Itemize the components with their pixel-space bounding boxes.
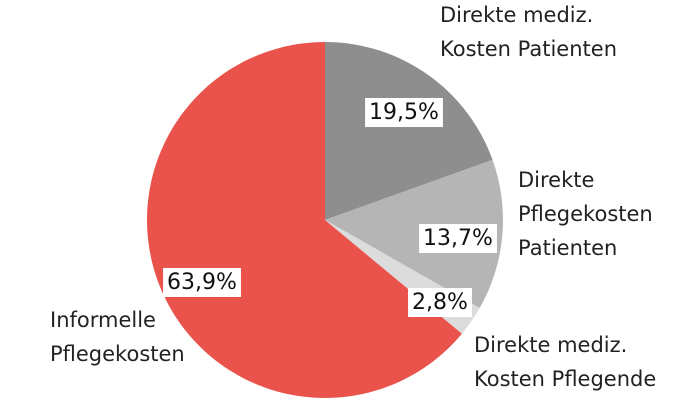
category-label-line: Direkte mediz. (440, 3, 593, 27)
value-label-box (163, 268, 241, 297)
value-label: 13,7% (423, 226, 493, 251)
pie-slice (147, 42, 462, 398)
value-label: 63,9% (167, 270, 237, 295)
value-label-box (365, 98, 443, 127)
value-label: 2,8% (412, 290, 468, 315)
value-label-box (408, 288, 472, 317)
category-label: Direkte Pflegekosten Patienten (518, 168, 653, 260)
category-label-line: Kosten Pflegende (474, 367, 656, 391)
category-label-line: Kosten Patienten (440, 37, 617, 61)
category-label-line: Pflegekosten (50, 342, 185, 366)
category-label: Direkte mediz. Kosten Patienten (440, 3, 617, 61)
value-label: 19,5% (369, 100, 439, 125)
value-label-box (419, 224, 497, 253)
category-label-line: Direkte (518, 168, 594, 192)
category-label-line: Direkte mediz. (474, 333, 627, 357)
category-label-line: Informelle (50, 308, 156, 332)
category-label-line: Patienten (518, 236, 617, 260)
category-label: Direkte mediz. Kosten Pflegende (474, 333, 656, 391)
category-label: Informelle Pflegekosten (50, 308, 185, 366)
category-label-line: Pflegekosten (518, 202, 653, 226)
pie-slice (325, 159, 503, 309)
pie-slice (325, 42, 493, 220)
